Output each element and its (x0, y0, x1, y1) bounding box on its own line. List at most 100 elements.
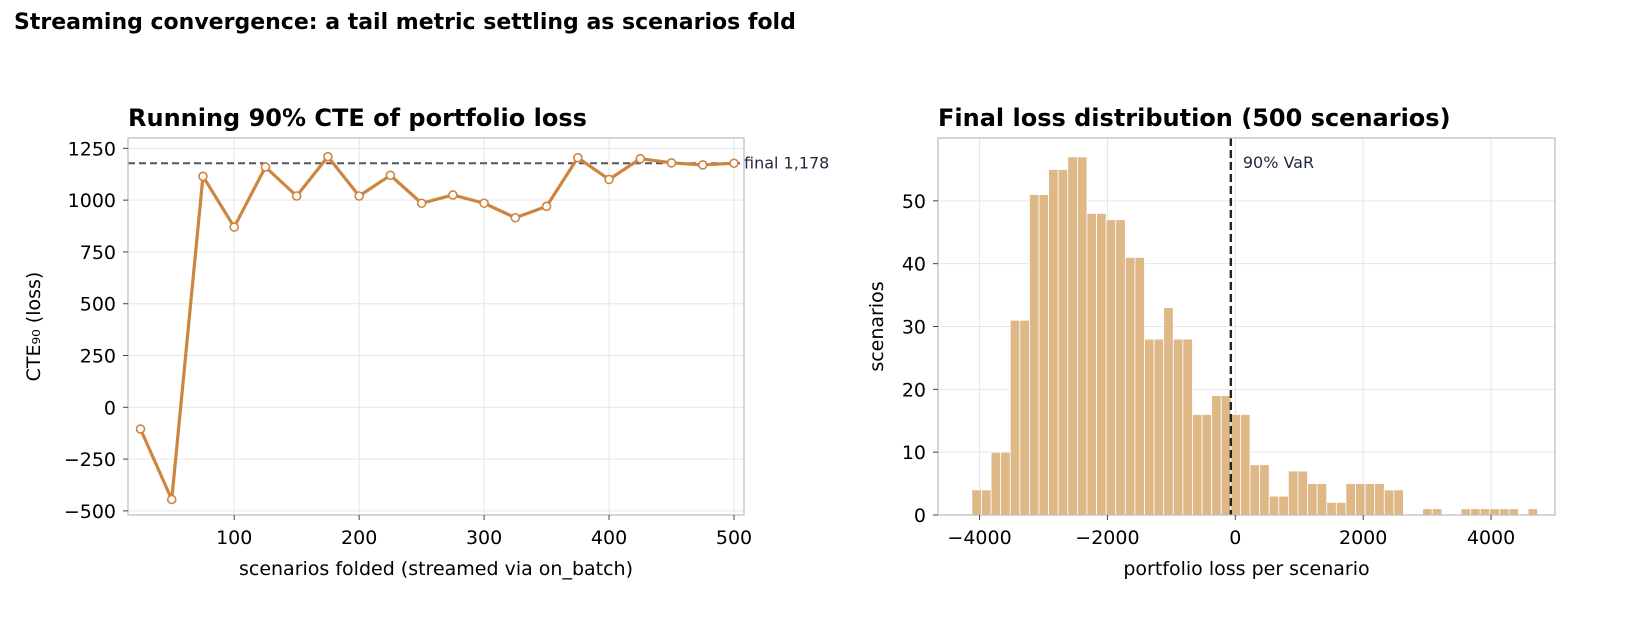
y-tick-label: −250 (64, 449, 116, 471)
cte-point (729, 158, 739, 169)
figure-title: Streaming convergence: a tail metric set… (14, 10, 796, 35)
cte-point (604, 174, 614, 185)
x-tick-label: 200 (341, 527, 377, 549)
y-axis-label: CTE₉₀ (loss) (23, 272, 45, 382)
cte-point (166, 494, 177, 505)
histogram-bar (1240, 414, 1251, 516)
histogram-bar (1431, 508, 1443, 516)
x-tick-label: 300 (466, 527, 502, 549)
histogram-bar (1479, 508, 1491, 516)
histogram-bar (1153, 338, 1165, 516)
histogram-bar (1220, 395, 1232, 516)
y-tick-label: 40 (902, 254, 926, 276)
histogram-bar (1163, 307, 1174, 516)
histogram-bar (1422, 508, 1433, 516)
x-tick-label: 2000 (1339, 527, 1387, 549)
x-tick-label: 400 (591, 527, 627, 549)
histogram-bar (1249, 464, 1261, 516)
histogram-bar (1144, 338, 1155, 516)
histogram-bar (971, 489, 982, 516)
cte-point (448, 190, 458, 200)
histogram-bar (1307, 483, 1318, 516)
x-axis-label: scenarios folded (streamed via on_batch) (239, 558, 633, 580)
histogram-bar (1355, 483, 1366, 516)
histogram-bar (1297, 470, 1308, 516)
histogram-bar (1096, 212, 1107, 516)
histogram-bar (1076, 156, 1088, 516)
x-tick-label: −4000 (947, 527, 1011, 549)
histogram-bar (1326, 502, 1337, 516)
histogram-bar (1048, 169, 1059, 516)
y-tick-label: 10 (902, 442, 926, 464)
histogram-bar (1086, 212, 1097, 516)
histogram-bar (1508, 508, 1519, 516)
histogram-bar (1201, 414, 1213, 516)
histogram-bar (1374, 483, 1385, 516)
cte-point (541, 201, 552, 212)
x-tick-label: −2000 (1075, 527, 1139, 549)
cte-line-chart: final 1,178 100 200 300 400 500 −500 −250 0 250 50… (23, 104, 829, 580)
cte-point (479, 198, 489, 209)
cte-point (291, 191, 302, 201)
x-tick-label: 0 (1229, 527, 1241, 549)
x-tick-label: 4000 (1467, 527, 1515, 549)
cte-point (635, 153, 646, 164)
histogram-bar (1029, 194, 1040, 516)
histogram-bar (1230, 414, 1241, 516)
x-tick-label: 100 (216, 527, 252, 549)
y-tick-label: 50 (902, 191, 926, 213)
histogram-bar (1192, 414, 1203, 516)
histogram-bar (1460, 508, 1472, 516)
y-tick-label: −500 (64, 501, 116, 523)
var-label: 90% VaR (1243, 153, 1314, 172)
histogram-bar (1345, 483, 1356, 516)
histogram-bar (1527, 508, 1539, 516)
panel-title: Final loss distribution (500 scenarios) (938, 104, 1451, 132)
panel-title: Running 90% CTE of portfolio loss (128, 104, 587, 132)
histogram-bar (1000, 451, 1011, 516)
histogram-bar (1115, 219, 1126, 516)
plot-frame (127, 137, 745, 516)
cte-point (666, 158, 677, 168)
cte-point (260, 162, 271, 172)
cte-point (510, 212, 521, 223)
histogram-bar (1316, 483, 1328, 516)
histogram-bar (981, 489, 992, 516)
histogram-bar (1393, 489, 1404, 516)
y-tick-label: 0 (914, 505, 926, 527)
histogram-bar (1057, 169, 1069, 516)
histogram-bar (1259, 464, 1270, 516)
histogram-bar (1268, 495, 1280, 516)
x-axis-label: portfolio loss per scenario (1123, 558, 1369, 580)
final-value-label: final 1,178 (744, 153, 829, 172)
y-tick-label: 0 (104, 397, 116, 419)
histogram-bar (1172, 338, 1184, 516)
histogram-bar (1470, 508, 1481, 516)
histogram-bar (1124, 256, 1136, 516)
cte-point (697, 160, 708, 170)
y-tick-label: 30 (902, 317, 926, 339)
histogram-bar (1278, 495, 1289, 516)
cte-point (354, 191, 364, 201)
y-axis-label: scenarios (866, 281, 888, 371)
y-tick-label: 1000 (68, 190, 116, 212)
histogram-bar (1383, 489, 1395, 516)
cte-point (198, 171, 208, 182)
histogram-bar (1067, 156, 1078, 516)
cte-point (416, 198, 427, 209)
histogram-bar (1134, 256, 1145, 516)
histogram-bar (1287, 470, 1299, 516)
histogram-bar (1038, 194, 1050, 516)
histogram-bar (1009, 319, 1021, 516)
cte-point (573, 152, 583, 163)
cte-point (229, 222, 240, 232)
histogram-bar (1489, 508, 1500, 516)
histogram-bar (1211, 395, 1222, 516)
y-tick-label: 750 (80, 242, 116, 264)
histogram-bar (1019, 319, 1030, 516)
histogram-bar (1498, 508, 1510, 516)
histogram-bar (990, 451, 1002, 516)
y-tick-label: 1250 (68, 138, 116, 160)
cte-series-line (139, 155, 735, 502)
